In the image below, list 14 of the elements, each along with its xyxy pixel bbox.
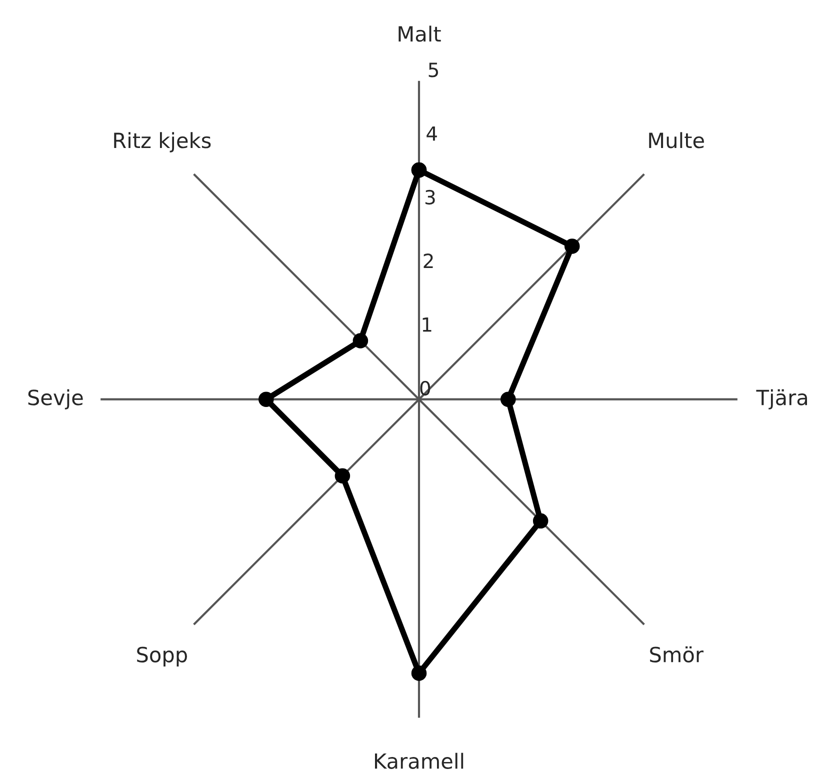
y-tick-label: 1 — [422, 317, 432, 332]
y-tick-label: 2 — [424, 254, 433, 268]
spoke-label: Sopp — [137, 646, 187, 666]
y-tick-label: 0 — [420, 380, 430, 396]
spoke-label: Multe — [649, 132, 704, 148]
spoke-label: Ritz kjeks — [114, 132, 211, 152]
spoke-label: Tjära — [756, 389, 807, 410]
y-tick-label: 3 — [425, 190, 435, 205]
spoke-label: Smör — [650, 646, 704, 662]
spoke-label: Karamell — [375, 752, 464, 769]
y-tick-label: 5 — [428, 62, 438, 78]
spoke-label: Sevje — [28, 389, 83, 410]
y-tick-label: 4 — [426, 126, 437, 141]
spoke-label: Malt — [398, 26, 441, 42]
